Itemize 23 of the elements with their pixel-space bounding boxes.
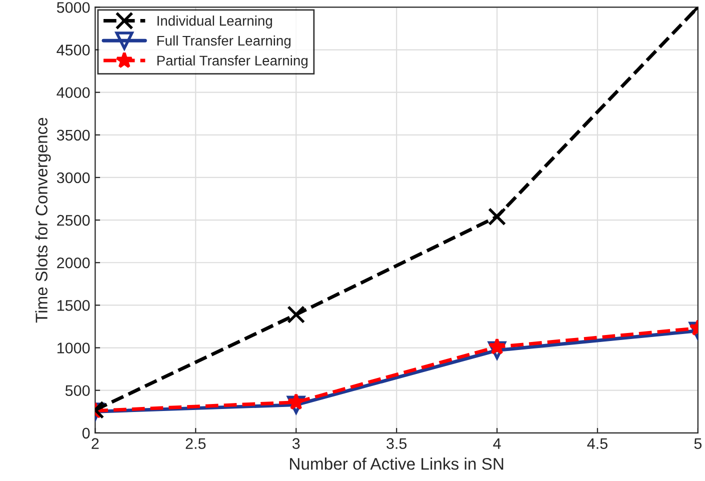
y-tick-label: 1500 bbox=[57, 300, 90, 311]
x-tick-label: 2 bbox=[92, 438, 99, 449]
legend-label: Partial Transfer Learning bbox=[157, 55, 308, 68]
x-tick-label: 2.5 bbox=[186, 438, 206, 449]
y-tick-label: 2500 bbox=[57, 214, 90, 226]
legend-label: Full Transfer Learning bbox=[157, 35, 290, 48]
y-tick-label: 3500 bbox=[56, 130, 90, 141]
y-tick-label: 500 bbox=[65, 385, 90, 396]
legend-label: Individual Learning bbox=[158, 16, 272, 28]
x-tick-label: 4 bbox=[493, 438, 501, 449]
y-tick-label: 2000 bbox=[57, 257, 90, 268]
y-tick-label: 1000 bbox=[57, 342, 90, 354]
x-tick-label: 5 bbox=[694, 438, 702, 449]
y-tick-label: 3000 bbox=[56, 172, 90, 184]
x-tick-label: 3 bbox=[292, 438, 300, 449]
y-tick-label: 4500 bbox=[56, 44, 90, 56]
y-tick-label: 5000 bbox=[56, 2, 90, 13]
x-tick-label: 4.5 bbox=[587, 438, 608, 449]
y-tick-label: 0 bbox=[82, 428, 90, 439]
y-axis-title: Time Slots for Convergence bbox=[35, 118, 51, 323]
x-axis-title: Number of Active Links in SN bbox=[290, 458, 504, 470]
x-tick-label: 3.5 bbox=[386, 438, 407, 449]
y-tick-label: 4000 bbox=[56, 87, 90, 98]
